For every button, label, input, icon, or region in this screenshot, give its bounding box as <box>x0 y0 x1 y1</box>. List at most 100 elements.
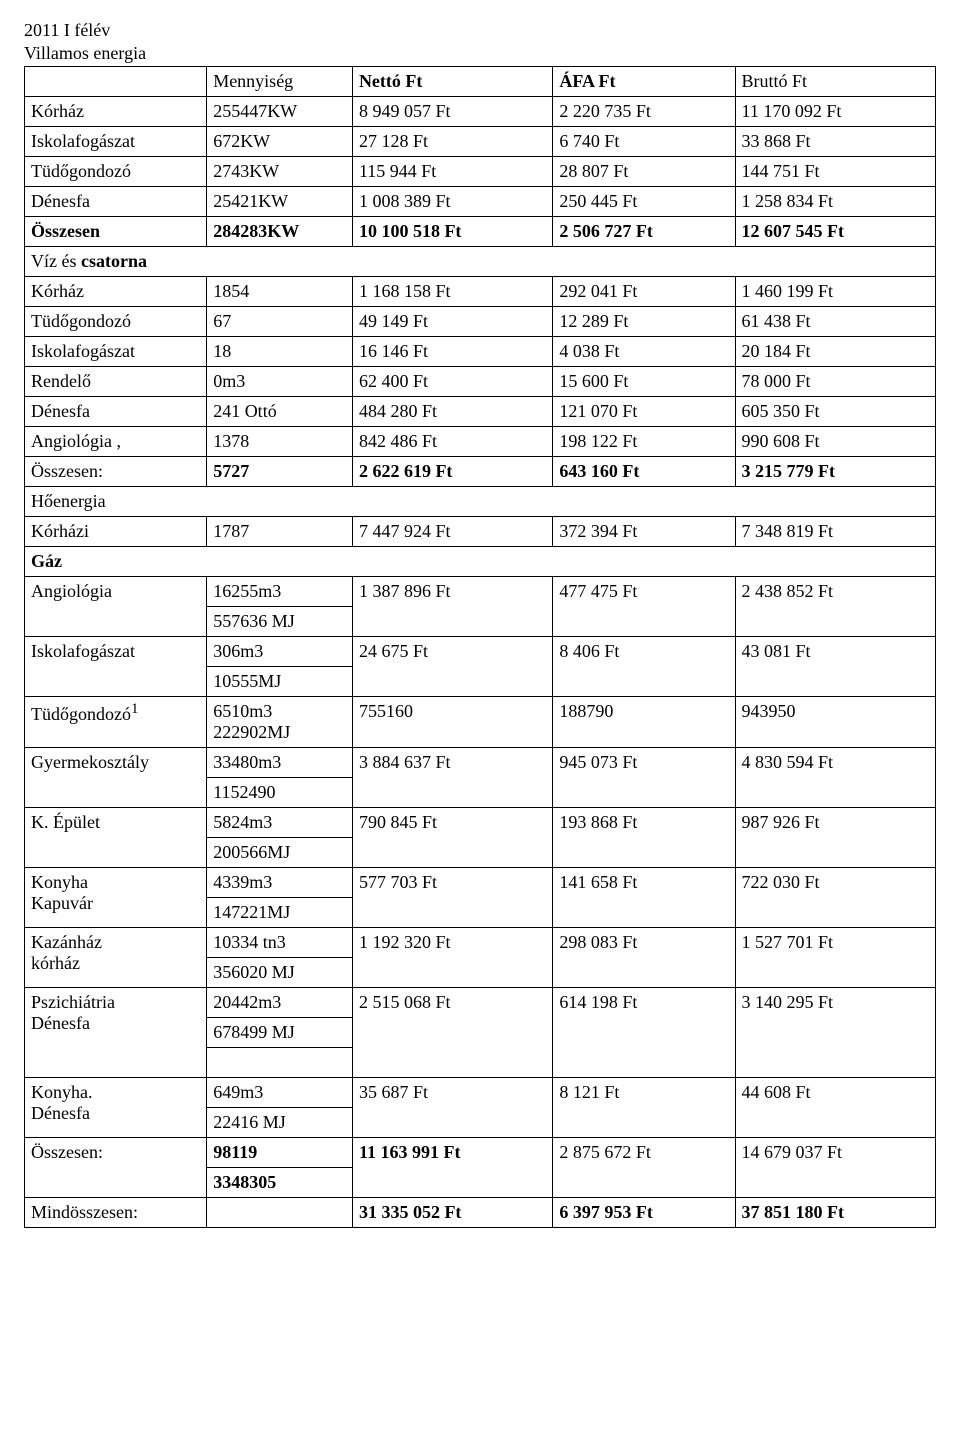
vat-cell: 250 445 Ft <box>553 187 735 217</box>
label-cell: Kórházi <box>25 517 207 547</box>
label-cell: Összesen <box>25 217 207 247</box>
col-qty: Mennyiség <box>207 67 353 97</box>
qty-cell: 0m3 <box>207 367 353 397</box>
label-cell: Kórház <box>25 97 207 127</box>
section-hoenergia: Hőenergia <box>25 487 936 517</box>
col-empty <box>25 67 207 97</box>
brut-cell: 1 527 701 Ft <box>735 928 935 988</box>
page-title: 2011 I félév <box>24 20 936 41</box>
vat-cell: 6 740 Ft <box>553 127 735 157</box>
vat-cell: 945 073 Ft <box>553 748 735 808</box>
qty-cell: 200566MJ <box>207 838 353 868</box>
net-cell: 2 622 619 Ft <box>352 457 552 487</box>
brut-cell: 2 438 852 Ft <box>735 577 935 637</box>
brut-cell: 990 608 Ft <box>735 427 935 457</box>
table-row: Kórház 255447KW 8 949 057 Ft 2 220 735 F… <box>25 97 936 127</box>
label-line: Dénesfa <box>31 1013 200 1034</box>
qty-cell: 3348305 <box>207 1168 353 1198</box>
brut-cell: 1 460 199 Ft <box>735 277 935 307</box>
brut-cell: 722 030 Ft <box>735 868 935 928</box>
label-line: kórház <box>31 953 200 974</box>
label-cell: Rendelő <box>25 367 207 397</box>
table-row: Tüdőgondozó1 6510m3 222902MJ 755160 1887… <box>25 697 936 748</box>
vat-cell: 2 506 727 Ft <box>553 217 735 247</box>
vat-cell: 28 807 Ft <box>553 157 735 187</box>
net-cell: 62 400 Ft <box>352 367 552 397</box>
vat-cell: 12 289 Ft <box>553 307 735 337</box>
qty-cell: 10555MJ <box>207 667 353 697</box>
qty-cell: 67 <box>207 307 353 337</box>
net-cell: 31 335 052 Ft <box>352 1198 552 1228</box>
net-cell: 16 146 Ft <box>352 337 552 367</box>
vat-cell: 6 397 953 Ft <box>553 1198 735 1228</box>
qty-cell: 649m3 <box>207 1078 353 1108</box>
net-cell: 11 163 991 Ft <box>352 1138 552 1198</box>
label-cell: Pszichiátria Dénesfa <box>25 988 207 1078</box>
brut-cell: 11 170 092 Ft <box>735 97 935 127</box>
table-row: Angiológia 16255m3 1 387 896 Ft 477 475 … <box>25 577 936 607</box>
vat-cell: 121 070 Ft <box>553 397 735 427</box>
qty-cell: 6510m3 222902MJ <box>207 697 353 748</box>
table-row: Dénesfa 25421KW 1 008 389 Ft 250 445 Ft … <box>25 187 936 217</box>
vat-cell: 193 868 Ft <box>553 808 735 868</box>
label-cell: Iskolafogászat <box>25 637 207 697</box>
table-row: Iskolafogászat 306m3 24 675 Ft 8 406 Ft … <box>25 637 936 667</box>
table-row: Konyha Kapuvár 4339m3 577 703 Ft 141 658… <box>25 868 936 898</box>
label-cell: Tüdőgondozó1 <box>25 697 207 748</box>
label-cell: Angiológia <box>25 577 207 637</box>
label-line: Konyha. <box>31 1082 200 1103</box>
net-cell: 27 128 Ft <box>352 127 552 157</box>
qty-cell: 33480m3 <box>207 748 353 778</box>
section-villamos: Villamos energia <box>24 43 936 64</box>
qty-cell: 678499 MJ <box>207 1018 353 1048</box>
net-cell: 10 100 518 Ft <box>352 217 552 247</box>
brut-cell: 1 258 834 Ft <box>735 187 935 217</box>
label-line: Pszichiátria <box>31 992 200 1013</box>
vat-cell: 298 083 Ft <box>553 928 735 988</box>
label-cell: Dénesfa <box>25 397 207 427</box>
vat-cell: 8 406 Ft <box>553 637 735 697</box>
vat-cell: 198 122 Ft <box>553 427 735 457</box>
qty-cell: 1787 <box>207 517 353 547</box>
label-cell: Mindösszesen: <box>25 1198 207 1228</box>
label-cell: Tüdőgondozó <box>25 157 207 187</box>
qty-cell: 4339m3 <box>207 868 353 898</box>
table-row: Pszichiátria Dénesfa 20442m3 2 515 068 F… <box>25 988 936 1018</box>
qty-cell: 10334 tn3 <box>207 928 353 958</box>
brut-cell: 20 184 Ft <box>735 337 935 367</box>
brut-cell: 44 608 Ft <box>735 1078 935 1138</box>
table-row: Angiológia , 1378 842 486 Ft 198 122 Ft … <box>25 427 936 457</box>
brut-cell: 14 679 037 Ft <box>735 1138 935 1198</box>
label-cell: Tüdőgondozó <box>25 307 207 337</box>
net-cell: 1 008 389 Ft <box>352 187 552 217</box>
brut-cell: 144 751 Ft <box>735 157 935 187</box>
brut-cell: 3 215 779 Ft <box>735 457 935 487</box>
qty-cell: 16255m3 <box>207 577 353 607</box>
qty-cell: 672KW <box>207 127 353 157</box>
qty-cell: 5824m3 <box>207 808 353 838</box>
vat-cell: 614 198 Ft <box>553 988 735 1078</box>
table-row-grandtotal: Mindösszesen: 31 335 052 Ft 6 397 953 Ft… <box>25 1198 936 1228</box>
table-row: Iskolafogászat 672KW 27 128 Ft 6 740 Ft … <box>25 127 936 157</box>
qty-cell: 22416 MJ <box>207 1108 353 1138</box>
brut-cell: 61 438 Ft <box>735 307 935 337</box>
label-cell: Dénesfa <box>25 187 207 217</box>
net-cell: 484 280 Ft <box>352 397 552 427</box>
qty-line: 6510m3 <box>213 701 346 722</box>
table-row: Kórház 1854 1 168 158 Ft 292 041 Ft 1 46… <box>25 277 936 307</box>
label-cell: Kórház <box>25 277 207 307</box>
net-cell: 1 192 320 Ft <box>352 928 552 988</box>
label-cell: Angiológia , <box>25 427 207 457</box>
brut-cell: 3 140 295 Ft <box>735 988 935 1078</box>
net-cell: 49 149 Ft <box>352 307 552 337</box>
net-cell: 35 687 Ft <box>352 1078 552 1138</box>
net-cell: 24 675 Ft <box>352 637 552 697</box>
col-vat: ÁFA Ft <box>553 67 735 97</box>
col-net: Nettó Ft <box>352 67 552 97</box>
qty-cell: 25421KW <box>207 187 353 217</box>
energy-table: Mennyiség Nettó Ft ÁFA Ft Bruttó Ft Kórh… <box>24 66 936 1228</box>
table-row: Tüdőgondozó 2743KW 115 944 Ft 28 807 Ft … <box>25 157 936 187</box>
viz-title-text1: Víz és <box>31 251 81 271</box>
net-cell: 1 168 158 Ft <box>352 277 552 307</box>
vat-cell: 2 220 735 Ft <box>553 97 735 127</box>
